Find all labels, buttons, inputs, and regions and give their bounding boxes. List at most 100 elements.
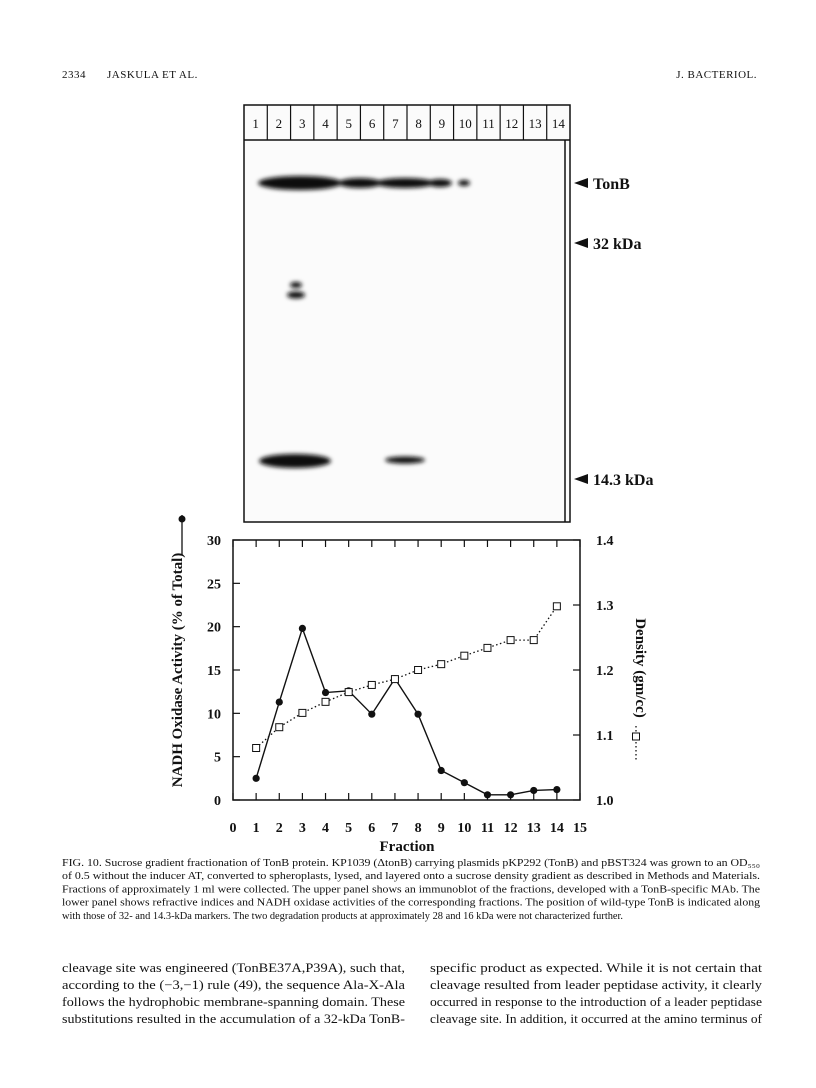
data-point — [252, 774, 260, 782]
x-tick-label: 3 — [299, 821, 306, 836]
running-authors: JASKULA ET AL. — [107, 69, 198, 81]
data-point — [553, 786, 561, 794]
body-line: follows the hydrophobic membrane-spannin… — [62, 995, 405, 1009]
y-axis-label: NADH Oxidase Activity (% of Total) — [170, 553, 186, 788]
y-tick-label: 20 — [207, 621, 221, 636]
body-line: substitutions resulted in the accumulati… — [62, 1012, 405, 1026]
y2-tick-label: 1.4 — [596, 534, 614, 549]
data-point — [414, 666, 423, 674]
data-point — [529, 636, 538, 645]
x-tick-label: 5 — [345, 821, 352, 836]
marker-label: 32 kDa — [593, 236, 641, 253]
x-tick-label: 9 — [438, 821, 445, 836]
lane-label: 12 — [505, 116, 518, 131]
chart: NADH Oxidase Activity (% of Total) Densi… — [170, 515, 648, 855]
y-tick-label: 5 — [214, 751, 221, 766]
bands — [258, 176, 470, 468]
body-line: specific product as expected. While it i… — [430, 961, 763, 975]
lane-label: 6 — [369, 116, 376, 131]
series-line — [255, 626, 557, 796]
data-point — [275, 723, 284, 732]
body-line: cleavage resulted from leader peptidase … — [430, 978, 763, 992]
y2-tick-label: 1.0 — [596, 794, 614, 809]
data-point — [252, 744, 261, 752]
data-point — [390, 675, 399, 684]
data-point — [298, 624, 306, 633]
y-legend-symbol — [178, 515, 186, 555]
y2-legend-symbol — [632, 726, 640, 762]
lane-label: 4 — [322, 116, 329, 131]
caption-line: FIG. 10. Sucrose gradient fractionation … — [62, 858, 760, 869]
x-tick-label: 1 — [253, 821, 260, 836]
caption-line: Fractions of approximately 1 ml were col… — [62, 884, 760, 895]
data-point — [321, 697, 330, 706]
x-tick-label: 14 — [550, 821, 564, 836]
band — [338, 178, 382, 188]
x-tick-label: 4 — [322, 821, 329, 836]
plot-frame — [232, 539, 581, 801]
lane-label: 11 — [482, 116, 495, 131]
y2-tick-label: 1.1 — [596, 729, 614, 744]
data-point — [483, 791, 492, 799]
marker-arrow — [574, 178, 588, 188]
data-point — [506, 636, 515, 645]
x-tick-label: 15 — [573, 821, 587, 836]
body-line: occurred in response to the introduction… — [430, 995, 762, 1009]
y2-tick-label: 1.3 — [596, 599, 614, 614]
caption-line: of 0.5 without the inducer AT, converted… — [62, 871, 760, 882]
lane-label: 1 — [252, 116, 259, 131]
data-point — [368, 710, 376, 718]
running-journal: J. BACTERIOL. — [676, 69, 757, 81]
data-point — [344, 688, 353, 697]
lane-label: 3 — [299, 116, 306, 131]
marker-arrow — [574, 238, 588, 248]
y-tick-label: 0 — [214, 794, 221, 809]
lane-label: 10 — [459, 116, 472, 131]
y-tick-label: 25 — [207, 577, 221, 592]
y-tick-label: 30 — [207, 534, 221, 549]
band — [258, 176, 342, 190]
data-point — [437, 660, 446, 669]
data-point — [460, 779, 468, 787]
data-point — [552, 602, 561, 611]
marker-label: TonB — [593, 176, 630, 193]
data-point — [367, 680, 376, 689]
band — [290, 282, 302, 288]
data-point — [437, 766, 445, 775]
page-number: 2334 — [62, 69, 86, 81]
x-tick-label: 11 — [481, 821, 494, 836]
body-line: according to the (−3,−1) rule (49), the … — [62, 978, 405, 992]
blot-frame — [243, 104, 571, 523]
data-point — [483, 643, 492, 652]
lane-label: 7 — [392, 116, 399, 131]
band — [259, 454, 331, 468]
lane-label: 9 — [439, 116, 446, 131]
lane-label: 8 — [415, 116, 422, 131]
data-point — [298, 708, 307, 717]
figure-caption: FIG. 10. Sucrose gradient fractionation … — [62, 858, 760, 922]
y-tick-label: 15 — [207, 664, 221, 679]
caption-line: with those of 32- and 14.3-kDa markers. … — [62, 911, 623, 922]
lane-label: 5 — [346, 116, 353, 131]
band — [458, 180, 470, 186]
band — [287, 291, 305, 299]
marker-label: 14.3 kDa — [593, 472, 653, 489]
data-point — [414, 710, 422, 718]
data-point — [460, 651, 469, 660]
x-tick-label: 13 — [527, 821, 541, 836]
data-point — [321, 688, 330, 697]
body-text: cleavage site was engineered (TonBE37A,P… — [62, 961, 763, 1026]
body-line: cleavage site was engineered (TonBE37A,P… — [62, 961, 405, 975]
band — [375, 178, 435, 188]
data-point — [507, 791, 515, 799]
band — [385, 456, 425, 464]
marker-arrow — [574, 474, 588, 484]
y2-axis-label: Density (gm/cc) — [632, 618, 648, 718]
x-tick-label: 7 — [391, 821, 398, 836]
lane-label: 13 — [529, 116, 542, 131]
y2-tick-label: 1.2 — [596, 664, 614, 679]
x-tick-label: 6 — [368, 821, 375, 836]
x-tick-label: 12 — [504, 821, 518, 836]
band — [428, 179, 452, 187]
